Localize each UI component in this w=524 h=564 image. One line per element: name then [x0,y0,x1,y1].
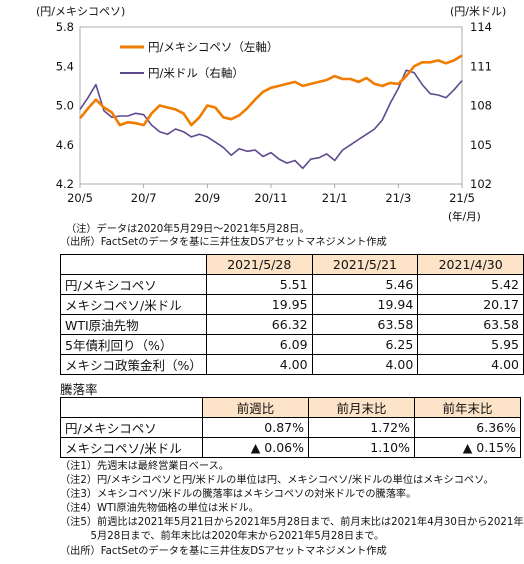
y-right-tick-label: 114 [470,20,492,34]
y-left-tick-label: 4.6 [56,138,74,152]
cell-value: 19.94 [311,294,419,315]
note-bottom-5: （注5）前週比は2021年5月21日から2021年5月28日まで、前月末比は20… [60,517,524,528]
cell-value: 19.95 [205,294,313,315]
note-bottom-2: （注2）円/メキシコペソと円/米ドルの単位は円、メキシコペソ/米ドルの単位はメキ… [60,475,494,486]
y-left-tick-label: 5.0 [56,99,74,113]
cell-value: 6.36% [414,417,521,438]
header-month: 前月末比 [308,397,415,418]
header-blank [60,254,207,275]
x-tick-label: 21/5 [449,191,475,205]
legend-label: 円/メキシコペソ（左軸） [148,40,278,54]
table-header-row: 前週比 前月末比 前年末比 [60,397,521,418]
note-bottom-7: （出所）FactSetのデータを基に三井住友DSアセットマネジメント作成 [60,546,387,557]
cell-value: 5.51 [205,274,313,295]
y-right-tick-label: 111 [470,59,492,73]
x-tick-label: 20/11 [254,191,287,205]
note-bottom-1: （注1）先週末は最終営業日ベース。 [60,461,229,472]
x-tick-label: 20/5 [67,191,93,205]
table-row: WTI原油先物 66.32 63.58 63.58 [60,314,524,335]
header-date-1: 2021/5/28 [205,254,313,275]
row-label: 円/メキシコペソ [60,274,207,295]
cell-value: 4.00 [311,354,419,375]
header-date-2: 2021/5/21 [311,254,419,275]
x-tick-label: 20/7 [131,191,157,205]
row-label: 5年債利回り（%） [60,334,207,355]
row-label: 円/メキシコペソ [60,417,203,438]
table-row: 円/メキシコペソ 0.87% 1.72% 6.36% [60,417,521,438]
section-title-change-rate: 騰落率 [60,382,98,397]
x-tick-label: 21/3 [385,191,411,205]
market-data-table: 2021/5/28 2021/5/21 2021/4/30 円/メキシコペソ 5… [60,254,524,375]
header-date-3: 2021/4/30 [417,254,524,275]
y-left-tick-label: 4.2 [56,177,74,191]
x-tick-label: 21/1 [322,191,348,205]
change-rate-table: 前週比 前月末比 前年末比 円/メキシコペソ 0.87% 1.72% 6.36%… [60,397,521,458]
cell-value: 66.32 [205,314,313,335]
row-label: WTI原油先物 [60,314,207,335]
header-year: 前年末比 [414,397,521,418]
header-blank [60,397,203,418]
fx-line-chart: 5.8 5.4 5.0 4.6 4.2 114 111 108 105 102 20/5 20/7… [56,20,492,223]
note-top-1: （注）データは2020年5月29日～2021年5月28日。 [66,224,310,235]
y-right-tick-label: 105 [470,138,492,152]
cell-value: ▲ 0.06% [202,437,309,458]
series-line-jpy-mxn [78,54,463,127]
table-row: 円/メキシコペソ 5.51 5.46 5.42 [60,274,524,295]
row-label: メキシコペソ/米ドル [60,437,203,458]
right-axis-unit: (円/米ドル) [450,5,507,18]
note-bottom-6: 5月28日まで、前年末比は2020年末から2021年5月28日まで。 [60,531,385,542]
cell-value: 1.10% [308,437,415,458]
y-left-tick-label: 5.8 [56,20,74,34]
cell-value: ▲ 0.15% [414,437,521,458]
cell-value: 6.25 [311,334,419,355]
table-header-row: 2021/5/28 2021/5/21 2021/4/30 [60,254,524,275]
cell-value: 5.46 [311,274,419,295]
note-bottom-3: （注3）メキシコペソ/米ドルの騰落率はメキシコペソの対米ドルでの騰落率。 [60,489,417,500]
row-label: メキシコ政策金利（%） [60,354,207,375]
note-bottom-4: （注4）WTI原油先物価格の単位は米ドル。 [60,503,259,514]
cell-value: 4.00 [205,354,313,375]
series-line-jpy-usd [79,69,463,170]
y-right-tick-label: 102 [470,177,492,191]
cell-value: 0.87% [202,417,309,438]
cell-value: 4.00 [417,354,524,375]
left-axis-unit: (円/メキシコペソ) [36,5,126,18]
row-label: メキシコペソ/米ドル [60,294,207,315]
cell-value: 1.72% [308,417,415,438]
cell-value: 63.58 [311,314,419,335]
cell-value: 63.58 [417,314,524,335]
header-week: 前週比 [202,397,309,418]
cell-value: 6.09 [205,334,313,355]
x-tick-label: 20/9 [194,191,220,205]
y-left-tick-label: 5.4 [56,59,74,73]
cell-value: 5.95 [417,334,524,355]
legend-label: 円/米ドル（右軸） [148,66,244,80]
x-axis-unit: (年/月) [448,210,481,223]
table-row: 5年債利回り（%） 6.09 6.25 5.95 [60,334,524,355]
cell-value: 5.42 [417,274,524,295]
cell-value: 20.17 [417,294,524,315]
table-row: メキシコ政策金利（%） 4.00 4.00 4.00 [60,354,524,375]
note-top-2: （出所）FactSetのデータを基に三井住友DSアセットマネジメント作成 [60,237,387,248]
table-row: メキシコペソ/米ドル ▲ 0.06% 1.10% ▲ 0.15% [60,437,521,458]
table-row: メキシコペソ/米ドル 19.95 19.94 20.17 [60,294,524,315]
y-right-tick-label: 108 [470,99,492,113]
